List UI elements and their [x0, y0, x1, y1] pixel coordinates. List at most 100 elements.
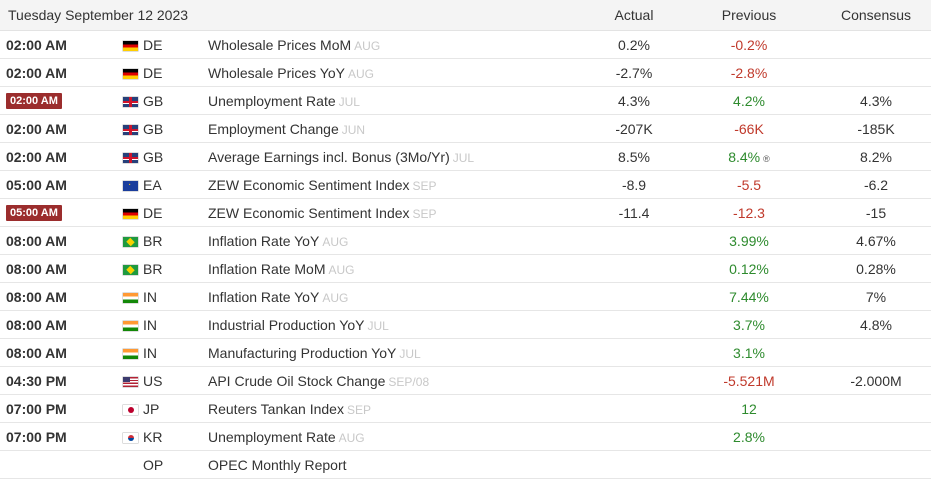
event-name: Inflation Rate YoY [208, 289, 320, 305]
event-time: 08:00 AM [6, 233, 67, 249]
table-row[interactable]: 07:00 PM JP Reuters Tankan Index SEP 12 [0, 395, 931, 423]
calendar-rows: 02:00 AM DE Wholesale Prices MoM AUG 0.2% -0.… [0, 31, 931, 479]
table-row[interactable]: 02:00 AM GB Employment Change JUN -207K -66K -… [0, 115, 931, 143]
consensus-value: 8.2% [860, 149, 892, 165]
country-code: KR [143, 429, 163, 445]
country-code: EA [143, 177, 162, 193]
previous-value-text: -66K [734, 121, 764, 137]
country-code: GB [143, 149, 164, 165]
event-time: 04:30 PM [6, 373, 67, 389]
previous-value: -2.8% [704, 65, 794, 81]
previous-value-text: -12.3 [733, 205, 765, 221]
table-row[interactable]: OP OPEC Monthly Report [0, 451, 931, 479]
event-link[interactable]: API Crude Oil Stock Change SEP/08 [208, 373, 429, 389]
table-row[interactable]: 07:00 PM KR Unemployment Rate AUG 2.8% [0, 423, 931, 451]
column-consensus: Consensus [840, 7, 912, 23]
event-name: API Crude Oil Stock Change [208, 373, 386, 389]
reference-period: AUG [322, 235, 349, 249]
table-row[interactable]: 08:00 AM IN Manufacturing Production YoY JU… [0, 339, 931, 367]
flag-us-icon [123, 377, 138, 387]
previous-value-text: 0.12% [729, 261, 769, 277]
reference-period: AUG [347, 67, 374, 81]
column-previous: Previous [721, 7, 777, 23]
table-row[interactable]: 05:00 AM DE ZEW Economic Sentiment Index SE… [0, 199, 931, 227]
event-link[interactable]: Industrial Production YoY JUL [208, 317, 389, 333]
event-name: Wholesale Prices YoY [208, 65, 345, 81]
actual-value: -8.9 [621, 177, 647, 193]
previous-value: 8.4% ® [704, 149, 794, 165]
reference-period: SEP [346, 403, 371, 417]
event-name: Reuters Tankan Index [208, 401, 344, 417]
event-link[interactable]: Unemployment Rate JUL [208, 93, 360, 109]
country-code: IN [143, 289, 157, 305]
previous-value-text: 7.44% [729, 289, 769, 305]
previous-value-text: 3.7% [733, 317, 765, 333]
table-row[interactable]: 08:00 AM IN Inflation Rate YoY AUG 7.44% 7% [0, 283, 931, 311]
consensus-value: 7% [865, 289, 887, 305]
event-link[interactable]: Wholesale Prices YoY AUG [208, 65, 374, 81]
event-link[interactable]: Reuters Tankan Index SEP [208, 401, 371, 417]
flag-ea-icon [123, 179, 138, 191]
event-time: 05:00 AM [6, 177, 67, 193]
table-row[interactable]: 04:30 PM US API Crude Oil Stock Change SEP/… [0, 367, 931, 395]
event-name: Inflation Rate MoM [208, 261, 326, 277]
country-code: JP [143, 401, 160, 417]
previous-value: -5.521M [704, 373, 794, 389]
event-time: 07:00 PM [6, 401, 67, 417]
event-link[interactable]: Inflation Rate YoY AUG [208, 233, 348, 249]
event-link[interactable]: Inflation Rate YoY AUG [208, 289, 348, 305]
consensus-value: -2.000M [850, 373, 902, 389]
event-link[interactable]: ZEW Economic Sentiment Index SEP [208, 177, 437, 193]
previous-value: -5.5 [704, 177, 794, 193]
event-link[interactable]: Unemployment Rate AUG [208, 429, 365, 445]
event-name: Average Earnings incl. Bonus (3Mo/Yr) [208, 149, 450, 165]
table-row[interactable]: 05:00 AM EA ZEW Economic Sentiment IndexSE… [0, 171, 931, 199]
country-code: OP [143, 457, 164, 473]
flag-jp-icon [123, 405, 138, 415]
flag-br-icon [123, 265, 138, 275]
country-code: BR [143, 233, 163, 249]
table-row[interactable]: 08:00 AM BR Inflation Rate YoY AUG 3.99% 4.67… [0, 227, 931, 255]
event-time: 02:00 AM [6, 121, 67, 137]
time-badge: 05:00 AM [6, 205, 62, 221]
event-name: Industrial Production YoY [208, 317, 365, 333]
event-time: 02:00 AM [6, 65, 67, 81]
table-row[interactable]: 08:00 AM IN Industrial Production YoY JUL 3.… [0, 311, 931, 339]
event-link[interactable]: OPEC Monthly Report [208, 457, 347, 473]
calendar-date: Tuesday September 12 2023 [8, 7, 189, 23]
event-link[interactable]: ZEW Economic Sentiment Index SEP [208, 205, 437, 221]
table-row[interactable]: 02:00 AM DE Wholesale Prices YoY AUG -2.7% -2… [0, 59, 931, 87]
event-name: Unemployment Rate [208, 429, 336, 445]
event-link[interactable]: Employment Change JUN [208, 121, 365, 137]
reference-period: AUG [328, 263, 355, 277]
event-link[interactable]: Inflation Rate MoM AUG [208, 261, 355, 277]
time-badge: 02:00 AM [6, 93, 62, 109]
country-code: US [143, 373, 163, 389]
flag-in-icon [123, 293, 138, 303]
previous-value: 7.44% [704, 289, 794, 305]
event-link[interactable]: Manufacturing Production YoY JUL [208, 345, 421, 361]
event-link[interactable]: Average Earnings incl. Bonus (3Mo/Yr) JUL [208, 149, 474, 165]
table-row[interactable]: 02:00 AM GB Unemployment Rate JUL 4.3% 4.2% 4.… [0, 87, 931, 115]
previous-value: 3.99% [704, 233, 794, 249]
event-link[interactable]: Wholesale Prices MoM AUG [208, 37, 380, 53]
event-time: 08:00 AM [6, 345, 67, 361]
reference-period: SEP/08 [388, 375, 430, 389]
previous-value-text: 3.99% [729, 233, 769, 249]
table-row[interactable]: 02:00 AM GB Average Earnings incl. Bonus (… [0, 143, 931, 171]
country-code: IN [143, 317, 157, 333]
previous-value-text: 4.2% [733, 93, 765, 109]
country-code: DE [143, 37, 163, 53]
consensus-value: -15 [865, 205, 887, 221]
table-row[interactable]: 08:00 AM BR Inflation Rate MoM AUG 0.12% 0.28… [0, 255, 931, 283]
actual-value: 4.3% [618, 93, 650, 109]
event-time: 02:00 AM [6, 149, 67, 165]
table-row[interactable]: 02:00 AM DE Wholesale Prices MoM AUG 0.2% -0.… [0, 31, 931, 59]
event-name: Wholesale Prices MoM [208, 37, 352, 53]
reference-period: JUL [338, 95, 360, 109]
reference-period: JUN [341, 123, 366, 137]
flag-gb-icon [123, 97, 138, 107]
reference-period: SEP [412, 207, 437, 221]
previous-value: -12.3 [704, 205, 794, 221]
country-code: GB [143, 121, 164, 137]
